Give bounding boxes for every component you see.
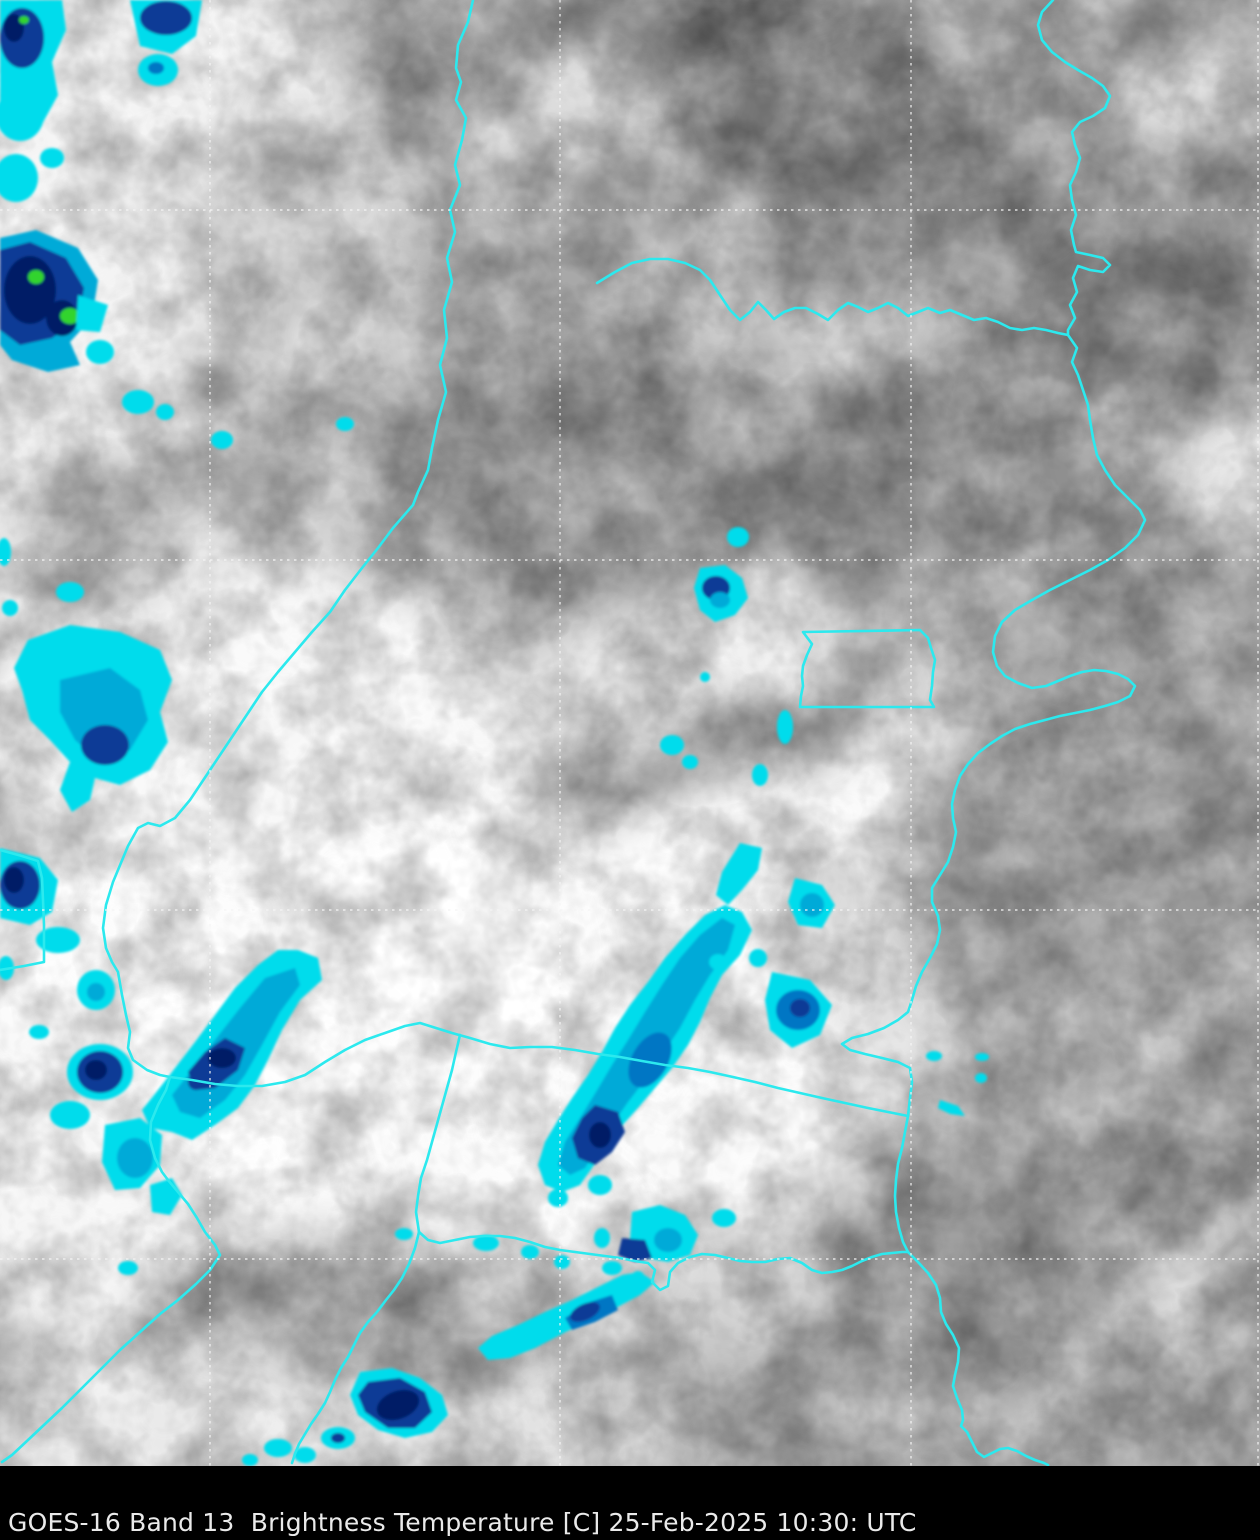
satellite-image: [0, 0, 1260, 1466]
caption-text: GOES-16 Band 13 Brightness Temperature […: [8, 1508, 917, 1537]
graticule: [0, 0, 1260, 1466]
cloud-field: [0, 0, 1260, 1466]
border-southwest-branch: [290, 1230, 421, 1465]
border-cross-river: [168, 1021, 910, 1118]
caption-bar: GOES-16 Band 13 Brightness Temperature […: [0, 1466, 1260, 1540]
border-east-south: [906, 1250, 1050, 1466]
border-north-diagonal: [595, 257, 1070, 337]
border-west-river: [0, 0, 475, 1464]
border-df-square: [798, 628, 937, 709]
border-south-branch: [414, 1033, 462, 1234]
state-borders: [0, 0, 1147, 1466]
cold-cloud-overlay: [0, 0, 989, 1466]
border-east-meander: [840, 0, 1147, 1254]
satellite-canvas: [0, 0, 1260, 1466]
border-southeast-river: [417, 1230, 910, 1292]
border-small-parallelogram: [0, 848, 46, 972]
cloud-texture-grain: [0, 0, 1260, 1466]
